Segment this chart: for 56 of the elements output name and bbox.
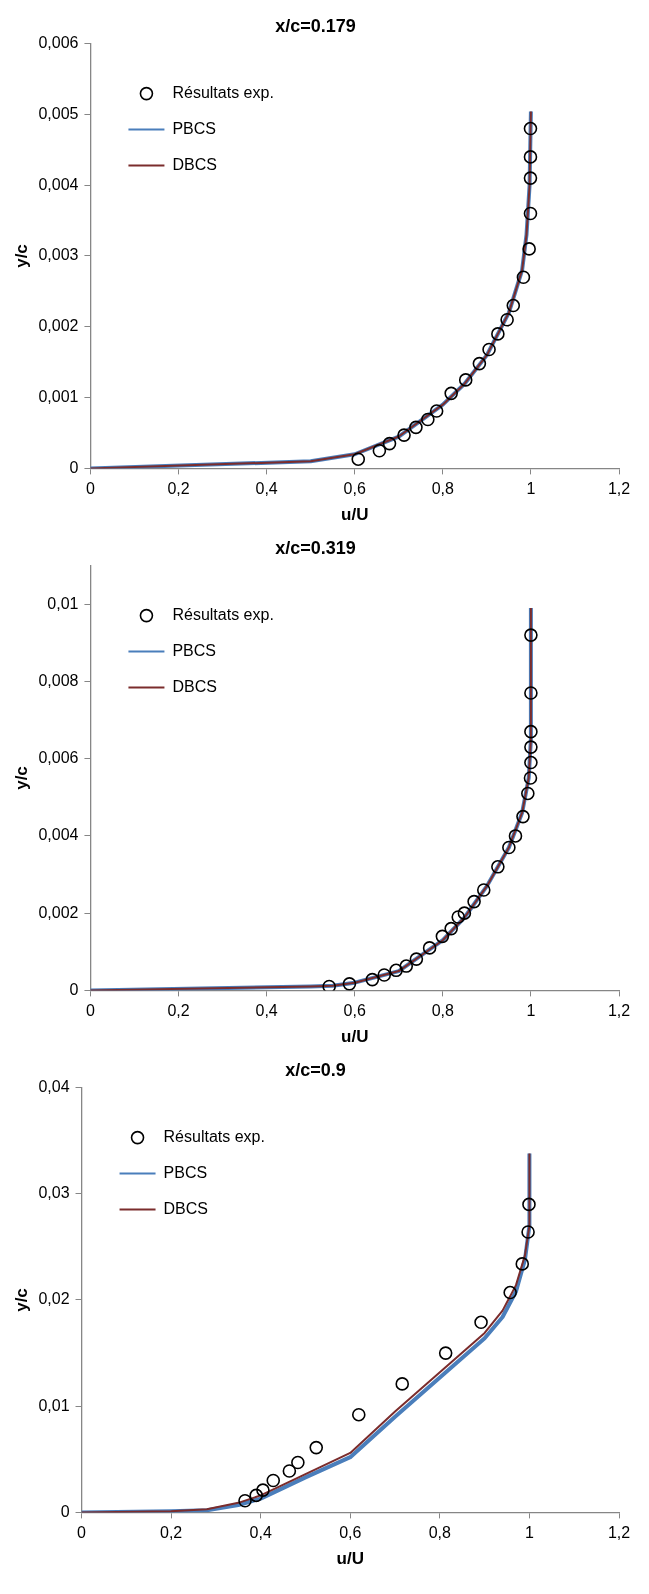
x-tick-label: 0,6 (343, 1002, 366, 1020)
legend-label: Résultats exp. (172, 84, 274, 102)
y-tick-label: 0,02 (38, 1290, 70, 1308)
x-tick-label: 0,8 (428, 1524, 452, 1542)
y-tick-label: 0,01 (38, 1396, 70, 1414)
x-tick-label: 0,6 (339, 1524, 362, 1542)
x-axis-title: u/U (341, 505, 369, 525)
legend-label: DBCS (172, 678, 217, 696)
x-axis-title: u/U (341, 1027, 369, 1047)
chart-title: x/c=0.179 (275, 15, 356, 36)
x-tick-label: 1,2 (607, 480, 631, 498)
y-tick-label: 0,001 (38, 388, 79, 406)
y-axis-title: y/c (11, 766, 31, 790)
x-tick-label: 1,2 (607, 1524, 631, 1542)
x-tick-label: 0,2 (167, 1002, 190, 1020)
y-tick-label: 0,002 (38, 317, 79, 335)
x-tick-label: 0,4 (255, 1002, 278, 1020)
x-tick-label: 0,6 (343, 480, 366, 498)
legend-label: PBCS (172, 642, 217, 660)
legend-label: Résultats exp. (172, 606, 274, 624)
x-tick-label: 1,2 (607, 1002, 631, 1020)
x-tick-label: 0,8 (431, 480, 455, 498)
x-tick-label: 1 (524, 1524, 534, 1542)
x-tick-label: 1 (526, 480, 536, 498)
y-tick-label: 0,04 (38, 1078, 70, 1096)
y-tick-label: 0,006 (38, 34, 79, 52)
chart-title: x/c=0.319 (275, 537, 356, 558)
y-tick-label: 0,005 (38, 104, 79, 122)
x-tick-label: 0,4 (255, 480, 278, 498)
x-tick-label: 0,4 (249, 1524, 272, 1542)
legend-label: PBCS (172, 120, 217, 138)
y-tick-label: 0,004 (38, 826, 79, 844)
y-tick-label: 0,006 (38, 749, 79, 767)
y-tick-label: 0,03 (38, 1184, 70, 1202)
y-axis-title: y/c (11, 1288, 31, 1312)
chart-title: x/c=0.9 (285, 1059, 346, 1080)
x-axis-title: u/U (336, 1549, 364, 1569)
legend-label: Résultats exp. (163, 1128, 265, 1146)
x-tick-label: 0 (85, 1002, 95, 1020)
y-tick-label: 0 (69, 980, 79, 998)
legend-label: DBCS (172, 156, 217, 174)
y-tick-label: 0,008 (38, 671, 79, 689)
legend-label: DBCS (163, 1200, 208, 1218)
legend-label: PBCS (163, 1164, 208, 1182)
y-tick-label: 0 (69, 458, 79, 476)
x-tick-label: 0,2 (159, 1524, 183, 1542)
y-tick-label: 0 (60, 1502, 70, 1520)
y-tick-label: 0,002 (38, 903, 79, 921)
y-tick-label: 0,003 (38, 246, 79, 264)
x-tick-label: 0 (85, 480, 95, 498)
y-tick-label: 0,004 (38, 175, 79, 193)
x-tick-label: 0,2 (167, 480, 190, 498)
y-tick-label: 0,01 (47, 594, 79, 612)
x-tick-label: 0,8 (431, 1002, 455, 1020)
x-tick-label: 1 (526, 1002, 536, 1020)
y-axis-title: y/c (11, 244, 31, 268)
